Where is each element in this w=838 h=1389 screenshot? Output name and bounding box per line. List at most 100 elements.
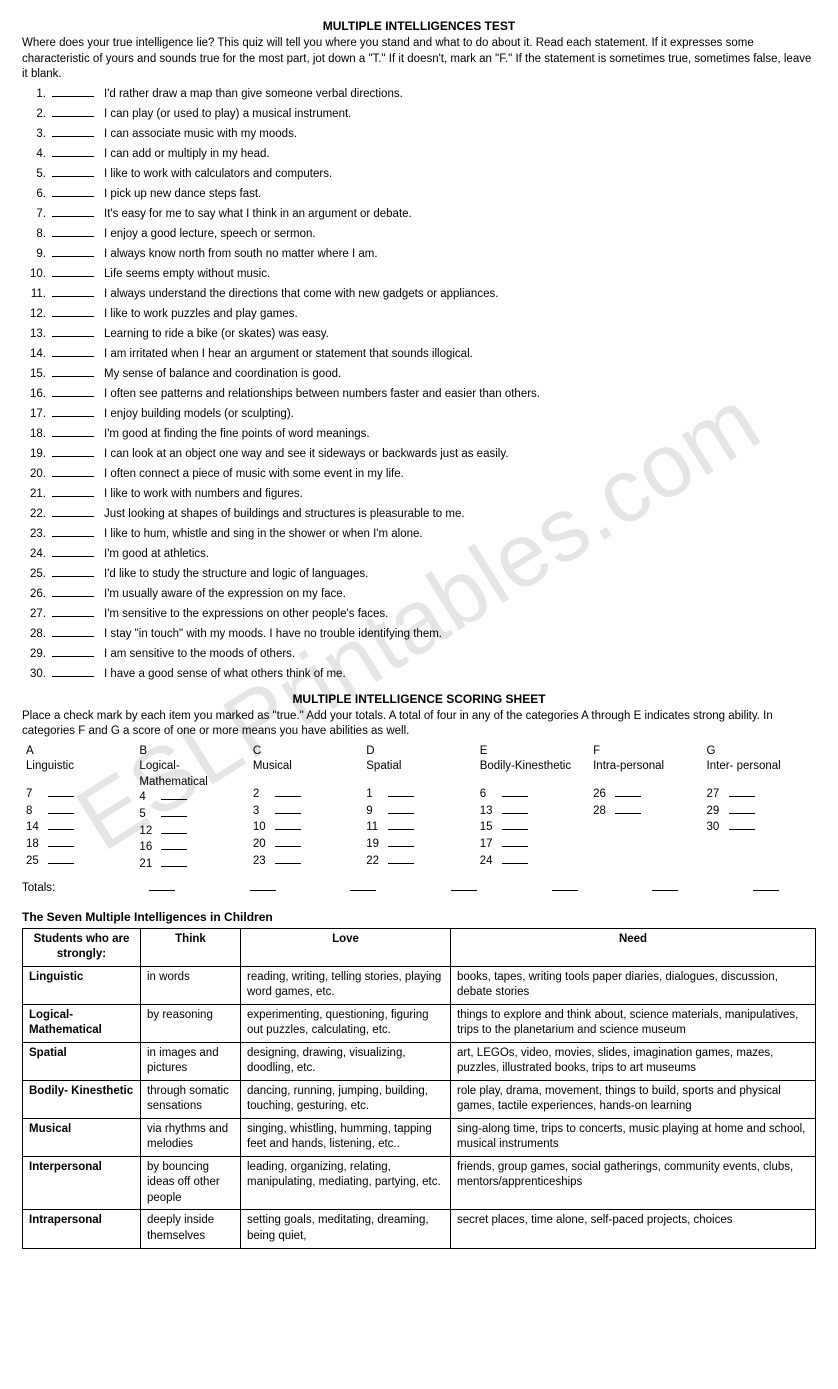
question-row: 5.I like to work with calculators and co… [28, 167, 816, 183]
answer-blank[interactable] [52, 367, 94, 377]
answer-blank[interactable] [52, 667, 94, 677]
question-number: 8. [28, 227, 52, 243]
score-item-blank[interactable] [48, 854, 74, 864]
score-item-blank[interactable] [502, 820, 528, 830]
score-item-blank[interactable] [161, 807, 187, 817]
score-item-blank[interactable] [615, 804, 641, 814]
answer-blank[interactable] [52, 307, 94, 317]
score-item-blank[interactable] [388, 787, 414, 797]
score-item-blank[interactable] [388, 854, 414, 864]
score-item-blank[interactable] [48, 820, 74, 830]
score-item-blank[interactable] [729, 804, 755, 814]
score-item-blank[interactable] [275, 804, 301, 814]
answer-blank[interactable] [52, 407, 94, 417]
score-item-num: 9 [366, 804, 388, 820]
answer-blank[interactable] [52, 647, 94, 657]
answer-blank[interactable] [52, 147, 94, 157]
score-item-blank[interactable] [502, 854, 528, 864]
answer-blank[interactable] [52, 447, 94, 457]
row-head: Logical-Mathematical [23, 1004, 141, 1042]
total-blank[interactable] [715, 881, 816, 897]
score-item-blank[interactable] [48, 837, 74, 847]
answer-blank[interactable] [52, 627, 94, 637]
score-item-blank[interactable] [275, 837, 301, 847]
answer-blank[interactable] [52, 567, 94, 577]
answer-blank[interactable] [52, 127, 94, 137]
answer-blank[interactable] [52, 487, 94, 497]
total-blank[interactable] [414, 881, 515, 897]
answer-blank[interactable] [52, 607, 94, 617]
question-number: 16. [28, 387, 52, 403]
answer-blank[interactable] [52, 167, 94, 177]
answer-blank[interactable] [52, 187, 94, 197]
cell-love: experimenting, questioning, figuring out… [241, 1004, 451, 1042]
question-text: I enjoy a good lecture, speech or sermon… [104, 227, 816, 243]
cell-think: through somatic sensations [141, 1080, 241, 1118]
answer-blank[interactable] [52, 107, 94, 117]
answer-blank[interactable] [52, 387, 94, 397]
score-item-blank[interactable] [502, 787, 528, 797]
score-item-blank[interactable] [48, 787, 74, 797]
score-column: EBodily-Kinesthetic613151724 [476, 744, 589, 873]
score-item-blank[interactable] [388, 837, 414, 847]
answer-blank[interactable] [52, 507, 94, 517]
answer-blank[interactable] [52, 207, 94, 217]
score-item: 24 [480, 854, 585, 870]
question-number: 21. [28, 487, 52, 503]
score-item-blank[interactable] [502, 804, 528, 814]
score-item-blank[interactable] [502, 837, 528, 847]
question-number: 13. [28, 327, 52, 343]
total-blank[interactable] [615, 881, 716, 897]
score-item-blank[interactable] [729, 820, 755, 830]
score-item-num: 30 [707, 820, 729, 836]
score-column: DSpatial19111922 [362, 744, 475, 873]
score-name: Spatial [366, 759, 471, 787]
answer-blank[interactable] [52, 467, 94, 477]
answer-blank[interactable] [52, 267, 94, 277]
score-item-blank[interactable] [161, 824, 187, 834]
total-blank[interactable] [112, 881, 213, 897]
score-item-blank[interactable] [161, 857, 187, 867]
answer-blank[interactable] [52, 587, 94, 597]
score-item-blank[interactable] [275, 854, 301, 864]
score-item-blank[interactable] [161, 790, 187, 800]
answer-blank[interactable] [52, 287, 94, 297]
question-number: 5. [28, 167, 52, 183]
question-row: 28.I stay "in touch" with my moods. I ha… [28, 627, 816, 643]
answer-blank[interactable] [52, 227, 94, 237]
question-text: I can look at an object one way and see … [104, 447, 816, 463]
score-item-blank[interactable] [615, 787, 641, 797]
answer-blank[interactable] [52, 527, 94, 537]
score-item-num: 5 [139, 807, 161, 823]
question-text: I am irritated when I hear an argument o… [104, 347, 816, 363]
table-row: Interpersonalby bouncing ideas off other… [23, 1156, 816, 1210]
score-item-blank[interactable] [275, 820, 301, 830]
score-item: 29 [707, 804, 812, 820]
answer-blank[interactable] [52, 347, 94, 357]
row-head: Spatial [23, 1042, 141, 1080]
score-item-blank[interactable] [729, 787, 755, 797]
answer-blank[interactable] [52, 87, 94, 97]
total-blank[interactable] [313, 881, 414, 897]
totals-row: Totals: [22, 881, 816, 897]
score-item-blank[interactable] [275, 787, 301, 797]
answer-blank[interactable] [52, 547, 94, 557]
answer-blank[interactable] [52, 327, 94, 337]
question-row: 21.I like to work with numbers and figur… [28, 487, 816, 503]
score-item: 1 [366, 787, 471, 803]
question-row: 2.I can play (or used to play) a musical… [28, 107, 816, 123]
question-number: 18. [28, 427, 52, 443]
score-item-blank[interactable] [388, 804, 414, 814]
total-blank[interactable] [213, 881, 314, 897]
answer-blank[interactable] [52, 247, 94, 257]
question-row: 30.I have a good sense of what others th… [28, 667, 816, 683]
table-header: Think [141, 928, 241, 966]
score-item-blank[interactable] [161, 840, 187, 850]
total-blank[interactable] [514, 881, 615, 897]
score-item-num: 4 [139, 790, 161, 806]
score-item: 10 [253, 820, 358, 836]
score-item-blank[interactable] [388, 820, 414, 830]
score-item-blank[interactable] [48, 804, 74, 814]
answer-blank[interactable] [52, 427, 94, 437]
score-item-num: 7 [26, 787, 48, 803]
